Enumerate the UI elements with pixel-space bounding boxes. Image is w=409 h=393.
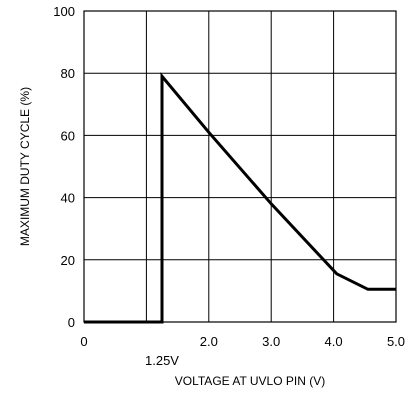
y-tick-label: 100 [53,4,75,19]
y-tick-labels: 0 20 40 60 80 100 [53,4,75,330]
y-tick-label: 20 [61,253,75,268]
y-tick-label: 0 [68,315,75,330]
y-tick-label: 80 [61,66,75,81]
y-tick-label: 60 [61,128,75,143]
grid-lines [84,11,396,322]
series-line-0 [84,72,396,324]
plot-frame [83,10,397,323]
annotations: 1.25V [145,353,179,368]
x-tick-label: 0 [80,334,87,349]
annotation-label: 1.25V [145,353,179,368]
series-layer [84,72,396,324]
x-tick-label: 4.0 [325,334,343,349]
x-tick-label: 3.0 [262,334,280,349]
x-tick-labels: 0 2.0 3.0 4.0 5.0 [80,334,405,349]
x-axis-title: VOLTAGE AT UVLO PIN (V) [175,374,325,388]
y-tick-label: 40 [61,191,75,206]
x-tick-label: 2.0 [200,334,218,349]
x-tick-label: 5.0 [387,334,405,349]
y-axis-title: MAXIMUM DUTY CYCLE (%) [18,87,32,246]
